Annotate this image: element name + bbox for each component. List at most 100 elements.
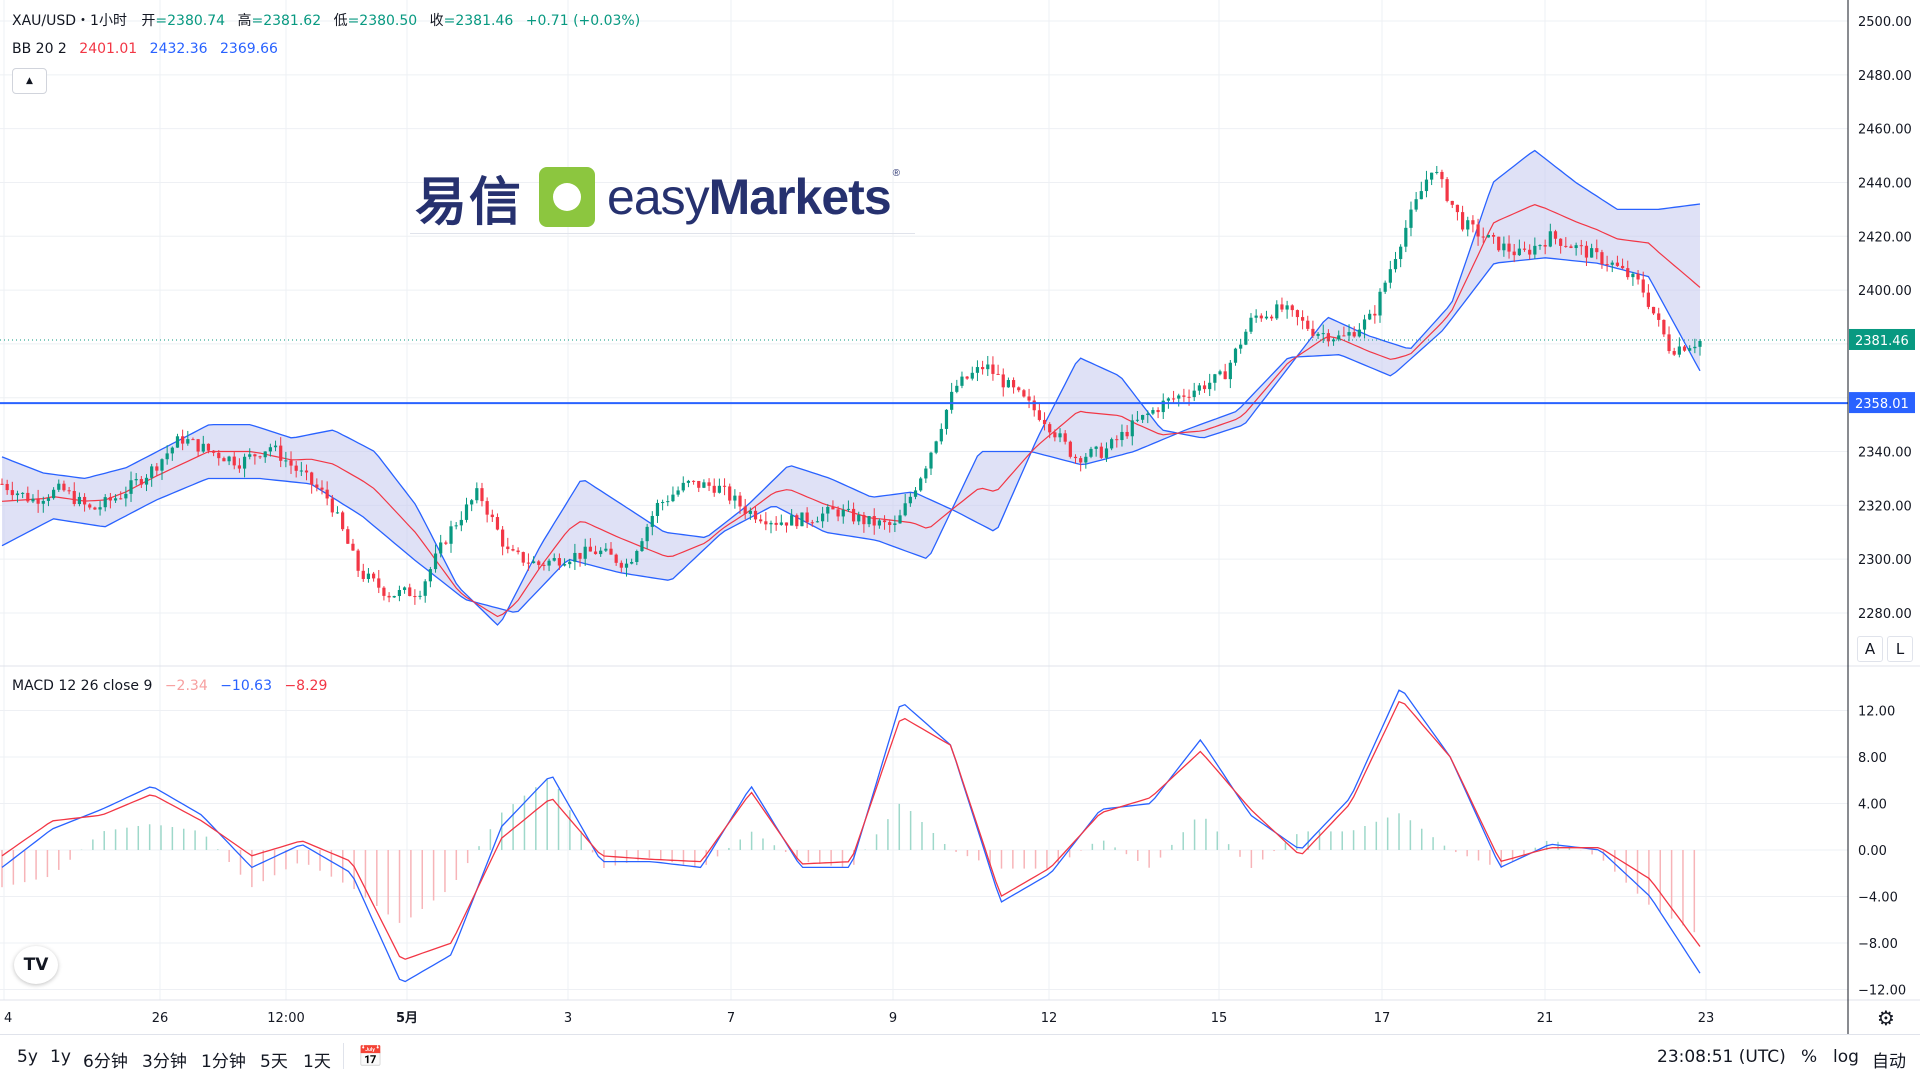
candle-body (593, 551, 598, 555)
logo-chinese-text: 易信 (415, 172, 524, 233)
candle-body (361, 570, 365, 579)
candle-body (939, 428, 943, 442)
candle-body (124, 493, 128, 499)
candle-body (1084, 456, 1088, 463)
candle-body (1342, 335, 1346, 337)
candle-body (955, 385, 959, 392)
candle-body (1115, 439, 1119, 441)
auto-scale-button[interactable]: A (1857, 636, 1883, 662)
candle-body (248, 454, 252, 457)
candle-body (1388, 269, 1392, 283)
candle-body (139, 479, 143, 485)
candle-body (1306, 320, 1310, 329)
candle-body (1646, 292, 1650, 307)
candle-body (1022, 390, 1026, 397)
candle-body (1600, 252, 1604, 265)
candle-body (129, 480, 133, 494)
candle-body (697, 480, 701, 488)
candle-body (77, 496, 82, 505)
candle-body (72, 490, 76, 505)
candle-body (1151, 410, 1155, 414)
candle-body (165, 453, 169, 460)
candle-body (1001, 374, 1005, 388)
candle-body (1094, 446, 1098, 449)
candle-body (1579, 245, 1583, 247)
log-scale-button[interactable]: L (1887, 636, 1913, 662)
candle-body (284, 460, 288, 462)
utc-clock[interactable]: 23:08:51 (UTC) (1657, 1047, 1786, 1067)
candle-body (1698, 341, 1702, 347)
candle-body (1063, 433, 1067, 442)
collapse-legend-button[interactable]: ▲ (12, 68, 47, 94)
candle-body (1466, 220, 1470, 230)
candle-body (1564, 245, 1568, 247)
chart-grid (0, 0, 1920, 1001)
percent-scale-toggle[interactable]: % (1801, 1047, 1818, 1067)
candle-body (119, 498, 123, 500)
horizontal-line-2358[interactable] (0, 339, 1848, 405)
candle-body (46, 498, 51, 501)
log-scale-toggle[interactable]: log (1833, 1047, 1859, 1067)
candle-body (691, 480, 696, 482)
range-6m-button[interactable]: 6分钟 (83, 1052, 128, 1072)
candle-body (991, 364, 995, 374)
candle-body (1280, 304, 1284, 310)
macd-tick-label: −12.00 (1858, 984, 1906, 999)
candle-body (1285, 305, 1289, 310)
tradingview-logo[interactable]: TV (14, 946, 58, 984)
range-1m-button[interactable]: 1分钟 (201, 1052, 246, 1072)
close-label: 收 (429, 13, 444, 29)
range-3m-button[interactable]: 3分钟 (142, 1052, 187, 1072)
candle-body (418, 595, 422, 597)
bb-legend[interactable]: BB 20 2 2401.01 2432.36 2369.66 (12, 41, 286, 57)
candle-body (191, 439, 195, 441)
candle-body (108, 497, 112, 501)
macd-hist-value: −2.34 (164, 678, 208, 694)
candle-body (1672, 351, 1676, 355)
range-1d-button[interactable]: 1天 (303, 1052, 331, 1072)
bollinger-band-fill (2, 150, 1700, 625)
candle-body (273, 445, 278, 448)
candle-body (1445, 179, 1449, 201)
candle-body (888, 522, 892, 525)
bollinger-basis-line (1, 204, 1701, 618)
candle-body (779, 522, 783, 525)
candle-body (1104, 448, 1109, 458)
time-axis-label: 5月 (396, 1011, 418, 1026)
candle-body (1073, 456, 1078, 459)
candle-body (1089, 448, 1093, 457)
candle-body (232, 456, 236, 466)
candle-body (1450, 200, 1454, 205)
candle-body (1120, 431, 1124, 441)
candle-body (1548, 231, 1552, 247)
macd-legend[interactable]: MACD 12 26 close 9 −2.34 −10.63 −8.29 (12, 678, 335, 694)
chart-canvas[interactable]: 2500.00 2480.00 2460.00 2440.00 2420.00 2400.… (0, 0, 1920, 1034)
calendar-icon[interactable]: 📅 (358, 1044, 383, 1068)
time-axis-label: 4 (4, 1011, 12, 1026)
candle-body (1213, 374, 1217, 383)
candle-body (1011, 380, 1016, 388)
candle-body (759, 519, 763, 522)
time-axis[interactable]: 4 26 12:00 5月 3 7 9 12 15 17 21 23 (4, 1011, 1714, 1026)
candle-body (1357, 329, 1361, 337)
candle-body (877, 520, 881, 526)
candle-body (1290, 305, 1294, 311)
candle-body (1042, 419, 1047, 425)
auto-scale-toggle[interactable]: 自动 (1872, 1052, 1906, 1072)
range-5d-button[interactable]: 5天 (260, 1052, 288, 1072)
symbol-title[interactable]: XAU/USD・1小时 (12, 13, 127, 29)
candle-body (1316, 333, 1320, 336)
candle-body (1455, 204, 1460, 213)
range-1y-button[interactable]: 1y (50, 1047, 71, 1067)
chevron-up-icon: ▲ (26, 76, 33, 86)
candle-body (289, 460, 293, 466)
candle-body (1233, 348, 1238, 363)
candle-body (346, 529, 350, 544)
candle-body (635, 551, 639, 562)
candle-body (21, 492, 25, 494)
candle-body (279, 445, 283, 461)
range-5y-button[interactable]: 5y (17, 1047, 38, 1067)
price-axes[interactable]: 2500.00 2480.00 2460.00 2440.00 2420.00 2400.… (1847, 0, 1915, 1034)
macd-tick-label: 8.00 (1858, 751, 1887, 766)
settings-gear-icon[interactable]: ⚙ (1877, 1006, 1895, 1030)
